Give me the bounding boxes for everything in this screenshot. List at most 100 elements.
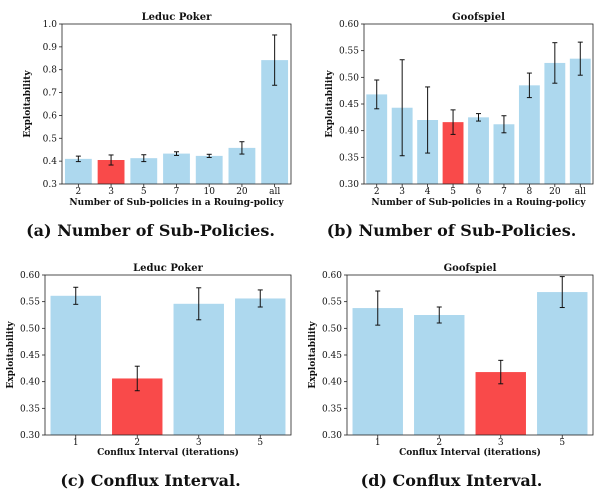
x-tick-label: 3	[196, 438, 202, 448]
y-tick-label: 0.30	[339, 180, 359, 190]
plot-frame	[363, 23, 594, 185]
caption-b: (b) Number of Sub-Policies.	[326, 221, 577, 240]
error-bar-20	[552, 42, 558, 84]
error-bar-5	[559, 276, 565, 309]
y-tick-label: 0.60	[20, 271, 40, 281]
chart-title: Leduc Poker	[142, 12, 212, 23]
chart-leduc-conflux: Leduc Poker 1 2 3 5 0.30 0.35 0.40 0.45 0.50 0.55 0…	[6, 263, 292, 458]
x-tick-label: 2	[374, 187, 380, 197]
error-bar-1	[375, 290, 381, 326]
bar-5	[442, 122, 464, 184]
panel-a: Leduc Poker 2 3 5 7 10 20 all 0.3 0.4 0.5 0.6 0.7 0.8…	[0, 0, 301, 248]
caption-d: (d) Conflux Interval.	[360, 471, 543, 490]
plot-frame	[61, 23, 292, 185]
y-tick-label: 0.30	[20, 431, 40, 441]
y-tick-label: 0.7	[43, 89, 58, 99]
x-tick-label: 2	[436, 438, 442, 448]
x-axis-label: Conflux Interval (iterations)	[399, 447, 541, 458]
x-tick-label: 2	[75, 187, 81, 197]
bar-2	[414, 315, 465, 435]
x-tick-label: 5	[141, 187, 147, 197]
error-bar-4	[425, 86, 431, 154]
error-bar-2	[436, 306, 442, 324]
x-tick-label: 10	[203, 187, 215, 197]
x-tick-label: 20	[549, 187, 561, 197]
x-tick-label: 3	[498, 438, 504, 448]
x-tick-label: 6	[476, 187, 482, 197]
chart-title: Goofspiel	[444, 263, 497, 274]
x-tick-label: all	[269, 187, 280, 197]
bar-all	[569, 58, 591, 184]
y-tick-label: 0.30	[322, 431, 342, 441]
y-tick-label: 0.55	[20, 298, 40, 308]
x-tick-label: 5	[559, 438, 565, 448]
x-tick-label: 8	[527, 187, 533, 197]
error-bar-5	[450, 109, 456, 135]
plot-frame	[44, 274, 292, 436]
x-tick-label: 5	[257, 438, 263, 448]
y-tick-label: 0.35	[322, 404, 342, 414]
plot-frame	[346, 274, 594, 436]
y-tick-label: 0.55	[322, 298, 342, 308]
y-tick-label: 0.45	[339, 100, 359, 110]
bar-5	[130, 158, 158, 184]
error-bar-5	[141, 154, 147, 163]
chart-goofspiel-conflux: Goofspiel 1 2 3 5 0.30 0.35 0.40 0.45 0.50 0.55 0.6…	[308, 263, 594, 458]
bar-8	[518, 85, 540, 184]
x-axis-label: Conflux Interval (iterations)	[97, 447, 239, 458]
error-bar-3	[196, 287, 202, 321]
bar-6	[468, 117, 489, 184]
panel-d: Goofspiel 1 2 3 5 0.30 0.35 0.40 0.45 0.50 0.55 0.6…	[301, 248, 602, 496]
error-bar-5	[257, 289, 263, 308]
error-bar-3	[498, 359, 504, 385]
error-bar-10	[206, 153, 212, 158]
x-tick-label: 5	[450, 187, 456, 197]
bar-10	[195, 155, 223, 184]
bar-1	[50, 295, 101, 435]
y-tick-label: 0.60	[339, 20, 359, 30]
error-bar-8	[526, 72, 532, 99]
y-tick-label: 0.40	[339, 127, 359, 137]
error-bar-6	[476, 113, 481, 122]
x-tick-label: 1	[73, 438, 79, 448]
panel-b: Goofspiel 2 3 4 5 6 7 8 20 all 0.30 0.35 0.40 0.45 0.5…	[301, 0, 602, 248]
y-tick-label: 0.9	[43, 43, 58, 53]
bar-5	[235, 298, 286, 435]
y-tick-label: 0.3	[43, 180, 58, 190]
bar-7	[493, 124, 515, 184]
bar-5	[537, 292, 588, 435]
y-tick-label: 0.45	[322, 351, 342, 361]
bar-2	[64, 158, 92, 184]
y-axis-label: Exploitability	[308, 321, 318, 389]
chart-title: Leduc Poker	[133, 263, 203, 274]
error-bar-all	[272, 34, 278, 86]
chart-title: Goofspiel	[452, 12, 505, 23]
x-tick-label: 1	[375, 438, 381, 448]
y-tick-label: 0.35	[20, 404, 40, 414]
x-tick-label: 3	[399, 187, 405, 197]
error-bar-3	[399, 59, 405, 157]
bar-20	[544, 62, 566, 184]
bar-7	[163, 153, 190, 184]
error-bar-3	[108, 154, 114, 166]
x-tick-label: 4	[425, 187, 431, 197]
y-tick-label: 0.8	[43, 66, 58, 76]
error-bar-2	[134, 365, 140, 392]
error-bar-all	[577, 41, 583, 76]
caption-c: (c) Conflux Interval.	[60, 471, 241, 490]
error-bar-1	[73, 286, 79, 305]
y-tick-label: 0.50	[339, 73, 359, 83]
y-tick-label: 0.40	[20, 378, 40, 388]
y-tick-label: 0.6	[43, 111, 58, 121]
x-tick-label: 20	[236, 187, 248, 197]
y-tick-label: 0.4	[43, 157, 58, 167]
x-tick-label: 2	[134, 438, 140, 448]
y-axis-label: Exploitability	[23, 70, 33, 138]
x-tick-label: 7	[501, 187, 507, 197]
error-bar-2	[374, 79, 380, 110]
x-tick-label: all	[575, 187, 586, 197]
y-tick-label: 0.40	[322, 378, 342, 388]
x-axis-label: Number of Sub-policies in a Rouing-polic…	[69, 198, 284, 208]
x-tick-label: 3	[108, 187, 114, 197]
error-bar-7	[174, 151, 179, 156]
